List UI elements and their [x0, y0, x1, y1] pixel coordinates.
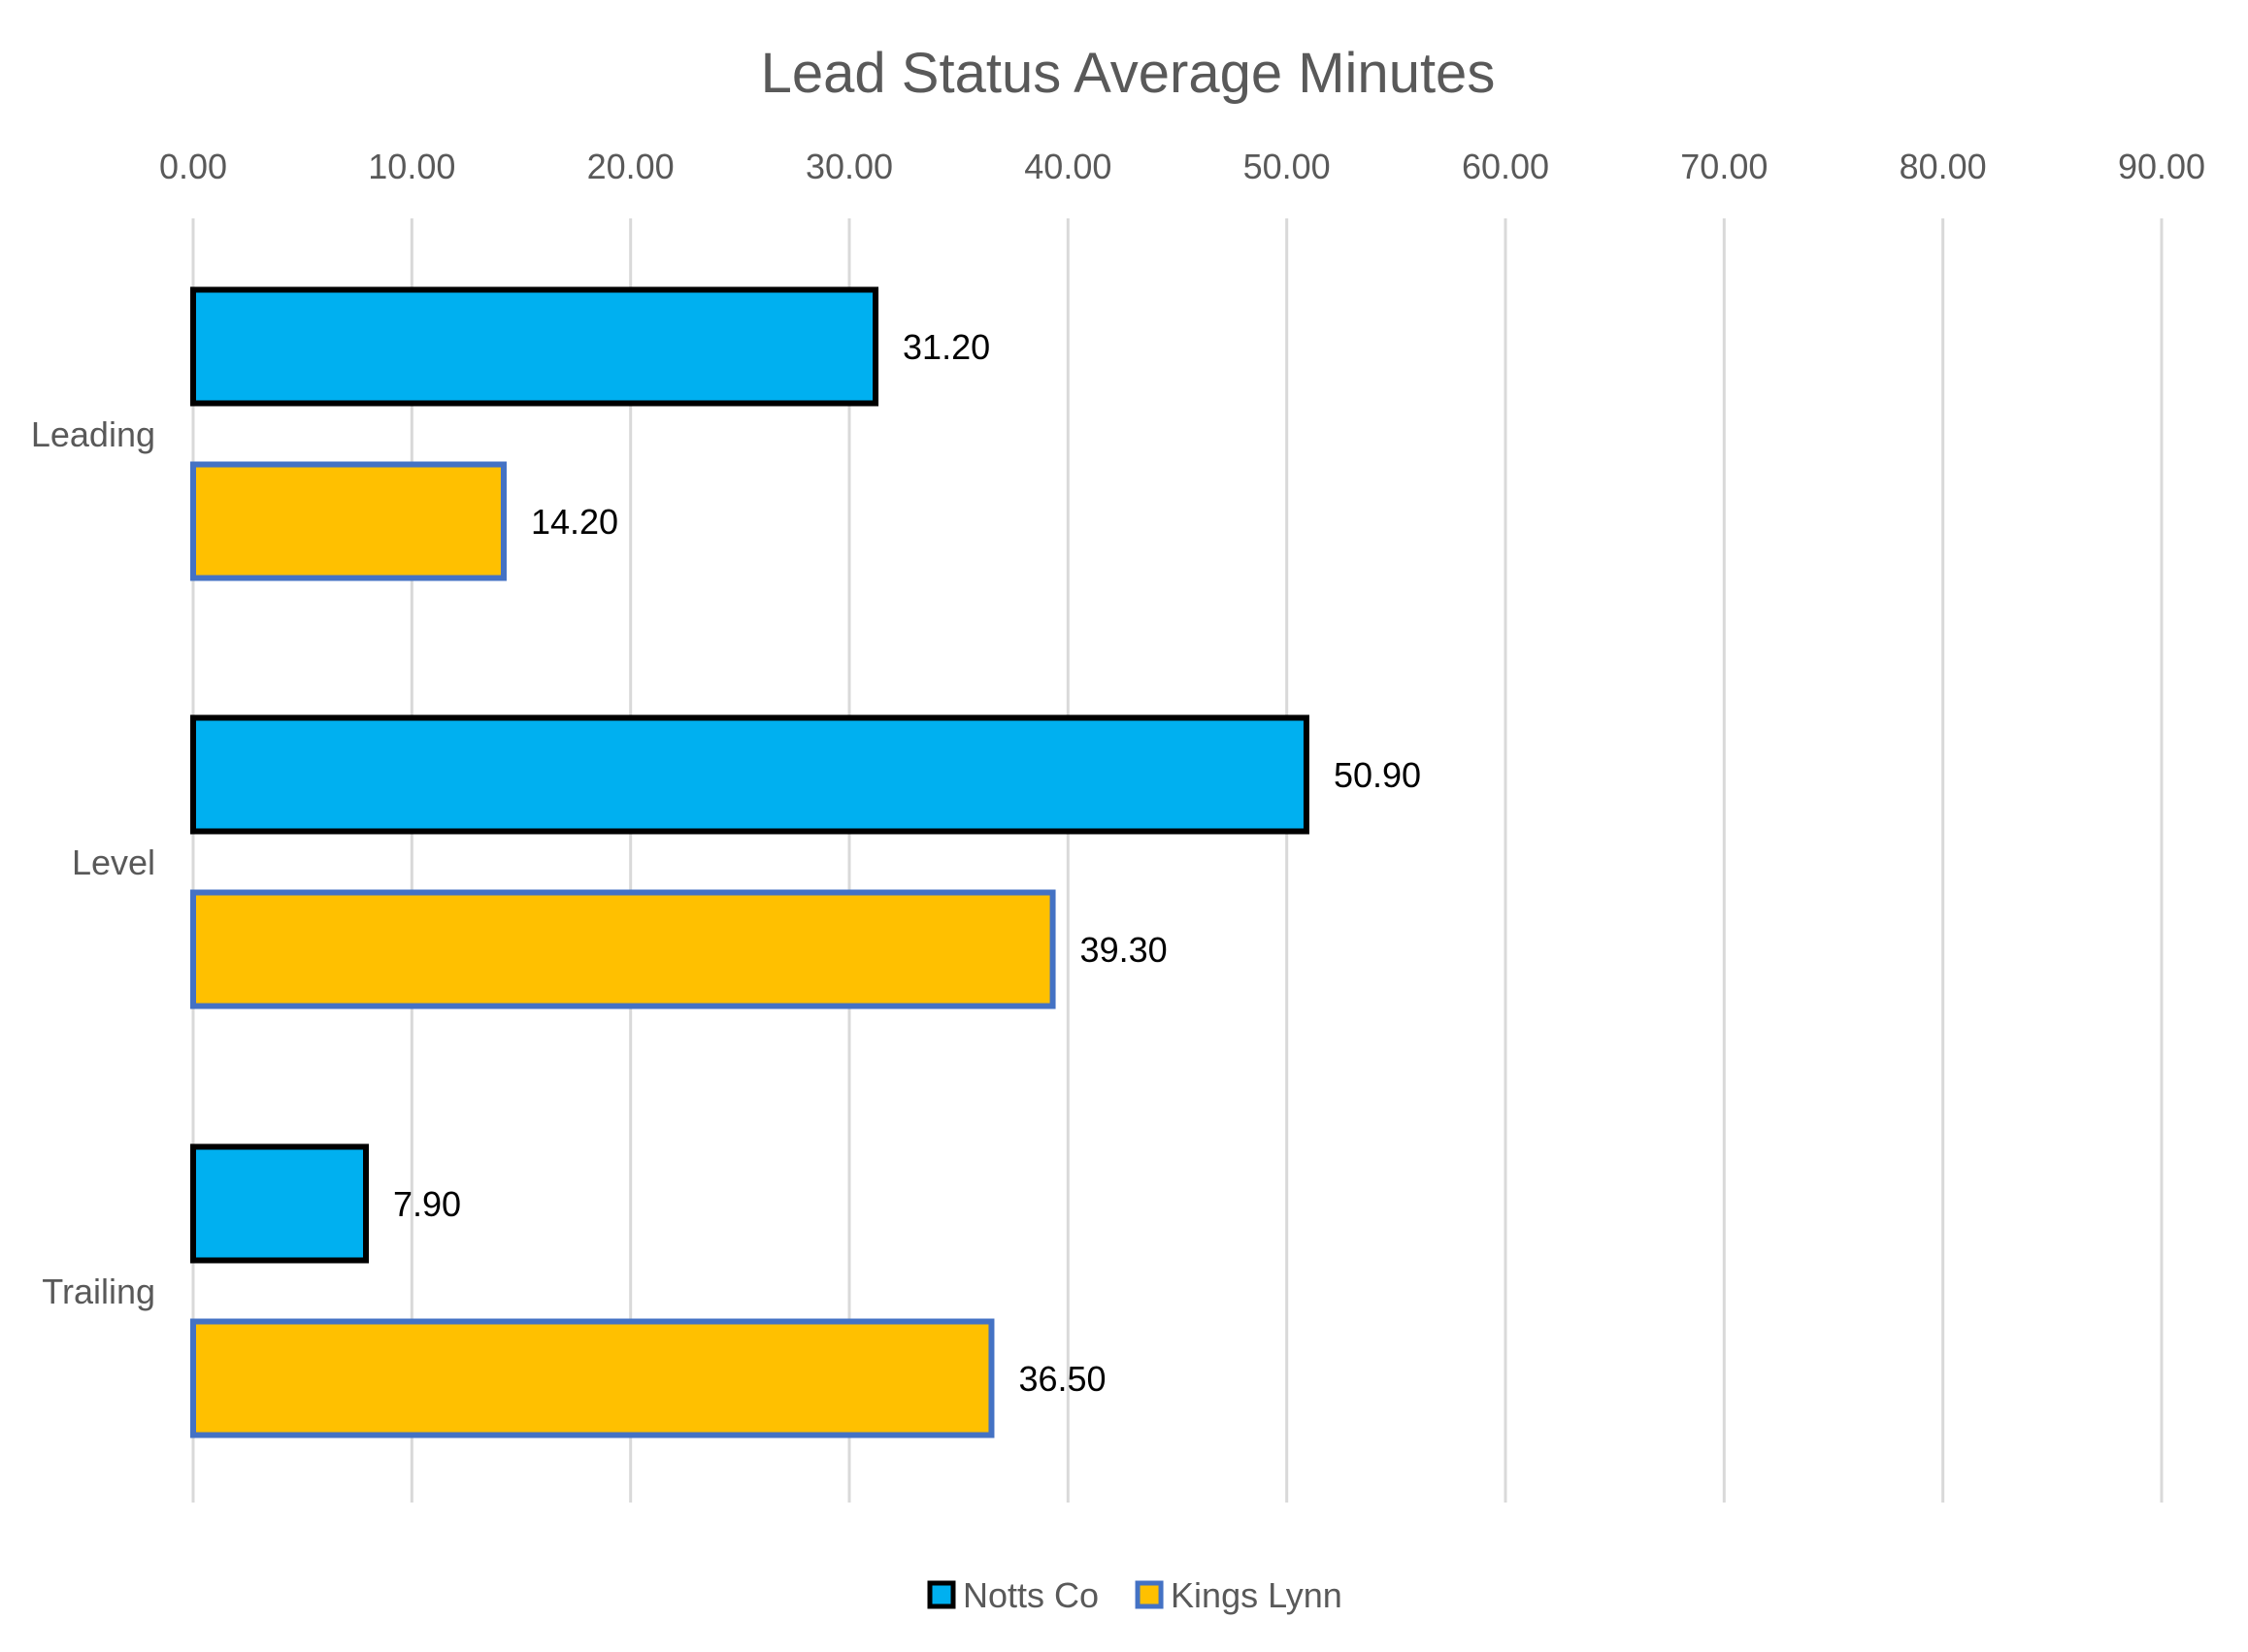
category-label-trailing: Trailing — [42, 1272, 155, 1311]
data-label-kings-lynn-level: 39.30 — [1080, 930, 1168, 970]
x-tick-label: 20.00 — [587, 147, 675, 186]
x-tick-label: 30.00 — [806, 147, 893, 186]
bar-kings-lynn-level — [190, 889, 1056, 1009]
bar-notts-co-trailing — [190, 1143, 370, 1264]
legend-label-notts-co: Notts Co — [963, 1575, 1099, 1615]
data-label-notts-co-leading: 31.20 — [903, 327, 990, 367]
data-label-notts-co-level: 50.90 — [1334, 755, 1421, 795]
x-tick-label: 10.00 — [368, 147, 455, 186]
x-tick-label: 60.00 — [1462, 147, 1549, 186]
bar-kings-lynn-leading — [190, 461, 507, 581]
x-tick-label: 80.00 — [1900, 147, 1987, 186]
x-tick-label: 40.00 — [1024, 147, 1111, 186]
x-tick-label: 50.00 — [1243, 147, 1331, 186]
x-axis-ticks: 0.00 10.00 20.00 30.00 40.00 50.00 60.00 70.00 8… — [159, 147, 2205, 186]
x-tick-label: 70.00 — [1680, 147, 1768, 186]
data-label-notts-co-trailing: 7.90 — [393, 1184, 461, 1224]
x-tick-label: 90.00 — [2118, 147, 2205, 186]
category-labels: Leading Level Trailing — [31, 414, 155, 1311]
data-label-kings-lynn-leading: 14.20 — [531, 502, 618, 542]
legend: Notts Co Kings Lynn — [927, 1575, 1342, 1615]
gridlines — [191, 218, 2164, 1503]
chart-title: Lead Status Average Minutes — [761, 42, 1496, 105]
legend-label-kings-lynn: Kings Lynn — [1171, 1575, 1342, 1615]
data-labels: 31.20 50.90 7.90 14.20 39.30 36.50 — [393, 327, 1421, 1399]
bar-notts-co-leading — [190, 286, 879, 407]
category-label-leading: Leading — [31, 414, 155, 454]
category-label-level: Level — [72, 843, 155, 882]
legend-swatch-kings-lynn — [1135, 1580, 1164, 1609]
bars — [190, 286, 1309, 1438]
bar-notts-co-level — [190, 714, 1309, 835]
bar-kings-lynn-trailing — [190, 1318, 995, 1438]
legend-swatch-notts-co — [927, 1580, 956, 1609]
x-tick-label: 0.00 — [159, 147, 227, 186]
data-label-kings-lynn-trailing: 36.50 — [1018, 1359, 1106, 1399]
